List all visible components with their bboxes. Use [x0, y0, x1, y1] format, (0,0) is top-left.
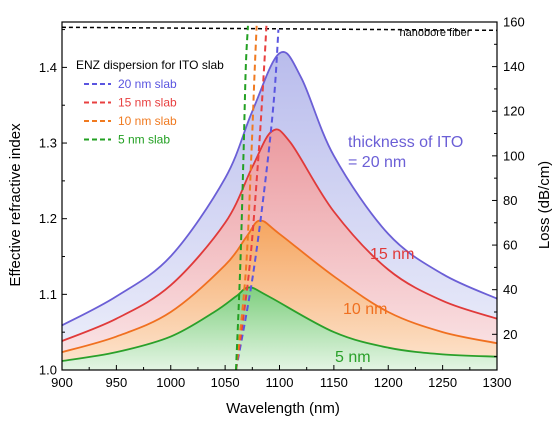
y-right-tick-label: 140 [503, 59, 525, 74]
y-right-tick-label: 120 [503, 104, 525, 119]
y-left-tick-label: 1.1 [39, 287, 57, 302]
y-right-tick-label: 40 [503, 282, 517, 297]
curve-label-5-nm: 5 nm [335, 349, 371, 366]
x-axis-label: Wavelength (nm) [226, 400, 340, 417]
y-left-tick-label: 1.4 [39, 60, 57, 75]
legend-title: ENZ dispersion for ITO slab [76, 58, 224, 72]
y-right-tick-label: 160 [503, 15, 525, 30]
curve-labels: thickness of ITO = 20 nm 15 nm 10 nm 5 nm [335, 134, 463, 366]
curve-label-15-nm: 15 nm [370, 246, 414, 263]
legend-label-5-nm-slab: 5 nm slab [118, 133, 170, 147]
dispersion-line-15-nm-slab [235, 25, 268, 370]
reference-line-nanobore-fiber [61, 26, 498, 32]
y-axis-right-label: Loss (dB/cm) [536, 161, 553, 249]
loss-fill-5-nm [62, 287, 497, 370]
dispersion-line-10-nm-slab [235, 25, 258, 370]
dispersion-line-layer [235, 25, 280, 370]
loss-line-5-nm [62, 286, 497, 362]
x-tick-label: 1050 [211, 375, 240, 390]
x-tick-label: 1100 [266, 375, 294, 390]
x-tick-label: 900 [51, 375, 73, 390]
loss-fill-layer [62, 51, 497, 370]
y-right-tick-label: 80 [503, 193, 517, 208]
y-axis-left-label: Effective refractive index [7, 123, 24, 287]
x-tick-label: 1300 [483, 375, 512, 390]
y-right-tick-label: 20 [503, 327, 517, 342]
legend-label-10-nm-slab: 10 nm slab [118, 114, 177, 128]
y-right-tick-label: 100 [503, 148, 525, 163]
y-left-tick-label: 1.3 [39, 136, 57, 151]
x-tick-label: 1250 [428, 375, 457, 390]
legend-label-15-nm-slab: 15 nm slab [118, 96, 177, 110]
curve-label-10-nm: 10 nm [343, 301, 387, 318]
dispersion-line-5-nm-slab [235, 25, 249, 370]
reference-line-label: nanobore fiber [400, 27, 471, 39]
tick-layer: 900 950 1000 1050 1100 1150 1200 1250 1300 1.0 1.1… [39, 15, 525, 391]
dispersion-line-20-nm-slab [235, 29, 280, 370]
loss-fill-10-nm [62, 220, 497, 370]
x-tick-label: 1150 [320, 375, 348, 390]
loss-line-20-nm [62, 51, 497, 327]
x-tick-label: 1200 [374, 375, 403, 390]
curve-label-20-nm: thickness of ITO = 20 nm [348, 134, 463, 171]
y-left-tick-label: 1.2 [39, 211, 57, 226]
x-tick-label: 1000 [156, 375, 185, 390]
dispersion-legend: ENZ dispersion for ITO slab 20 nm slab 15 … [76, 58, 224, 147]
loss-line-15-nm [62, 128, 497, 342]
y-right-tick-label: 60 [503, 238, 517, 253]
reference-line-layer: nanobore fiber [61, 26, 498, 39]
legend-label-20-nm-slab: 20 nm slab [118, 77, 177, 91]
x-tick-label: 950 [106, 375, 128, 390]
y-left-tick-label: 1.0 [39, 363, 57, 378]
